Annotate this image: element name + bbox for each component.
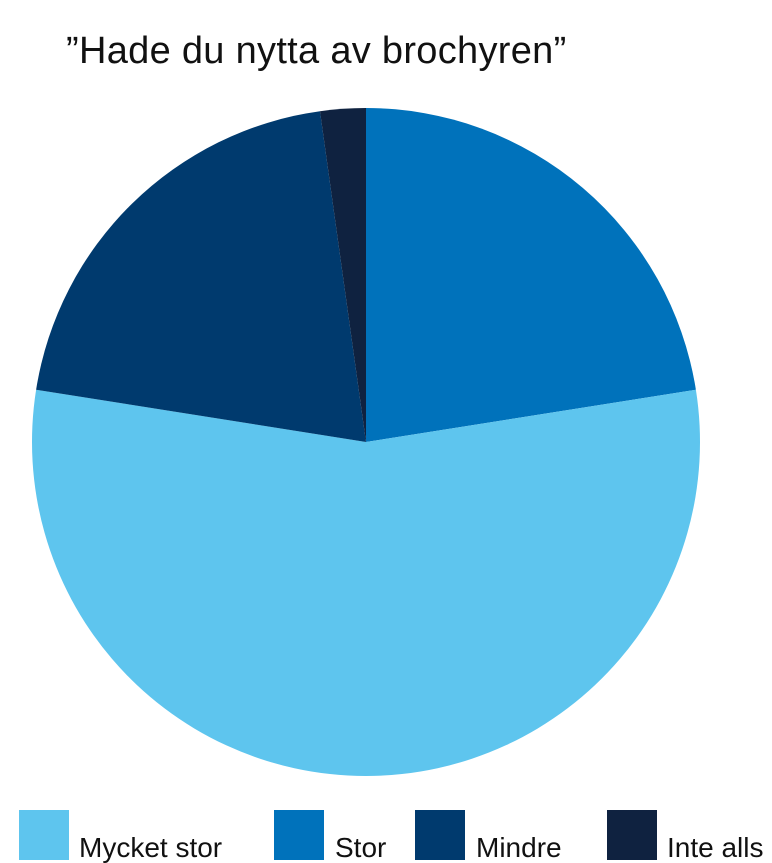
pie-slice-mycket-stor: [31, 389, 700, 776]
legend-swatch-stor: [274, 810, 324, 860]
legend-label-mycket-stor: Mycket stor: [79, 832, 223, 863]
pie-slice-stor: [366, 108, 696, 442]
legend-swatch-inte-alls: [607, 810, 657, 860]
legend-label-inte-alls: Inte alls: [667, 832, 764, 863]
pie-chart: [31, 108, 700, 776]
legend-label-stor: Stor: [335, 832, 387, 863]
pie-slice-inte-alls: [319, 108, 366, 442]
legend-swatch-mycket-stor: [19, 810, 69, 860]
legend-label-mindre: Mindre: [476, 832, 562, 863]
chart-title: ”Hade du nytta av brochyren”: [66, 30, 567, 72]
legend-swatch-mindre: [415, 810, 465, 860]
pie-slice-mindre: [36, 111, 367, 442]
